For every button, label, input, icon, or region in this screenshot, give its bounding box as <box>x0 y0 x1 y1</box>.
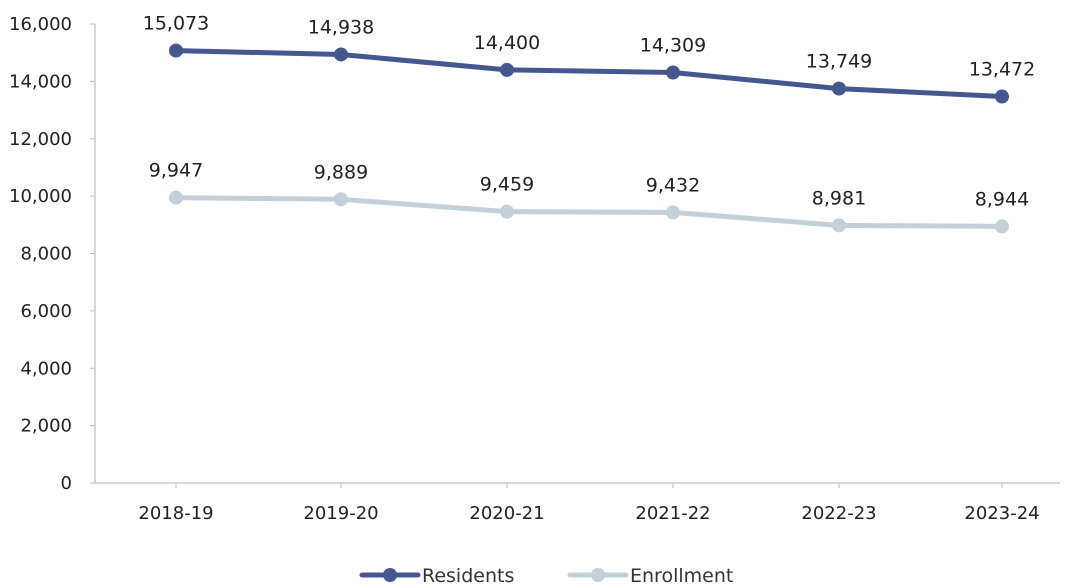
enrollment-point <box>169 190 183 205</box>
legend-item-enrollment: Enrollment <box>567 565 733 587</box>
enrollment-data-label: 9,889 <box>314 161 368 183</box>
y-tick-label: 16,000 <box>9 14 72 35</box>
legend: Residents Enrollment <box>359 565 733 587</box>
x-tick-label: 2019-20 <box>303 503 378 524</box>
y-tick-label: 6,000 <box>20 301 72 322</box>
y-tick-label: 4,000 <box>20 358 72 379</box>
enrollment-series-line <box>173 195 1005 229</box>
x-tick-label: 2018-19 <box>138 503 213 524</box>
y-tick-label: 12,000 <box>9 129 72 150</box>
enrollment-point <box>995 219 1009 234</box>
y-tick-label: 8,000 <box>20 244 72 265</box>
enrollment-data-label: 9,432 <box>646 174 700 196</box>
enrollment-point <box>500 204 514 219</box>
enrollment-point <box>334 192 348 207</box>
residents-data-label: 15,073 <box>143 13 209 35</box>
enrollment-data-label: 9,947 <box>149 160 203 182</box>
y-tick-label: 2,000 <box>20 416 72 437</box>
residents-series-line <box>173 48 1005 100</box>
enrollment-data-label: 8,944 <box>975 188 1029 210</box>
residents-data-label: 14,938 <box>308 16 374 38</box>
legend-label-enrollment: Enrollment <box>630 565 733 587</box>
legend-marker-residents <box>383 568 397 582</box>
legend-item-residents: Residents <box>359 565 514 587</box>
axes: 0 2,000 4,000 6,000 8,000 10,000 12,000 14,000 1… <box>9 14 1060 524</box>
enrollment-data-label: 8,981 <box>812 187 866 209</box>
residents-point <box>995 89 1009 104</box>
residents-point <box>832 81 846 96</box>
data-labels: 15,073 14,938 14,400 14,309 13,749 13,472 9,94… <box>143 13 1035 211</box>
y-tick-label: 0 <box>61 473 72 494</box>
residents-data-label: 13,749 <box>806 51 872 73</box>
residents-point <box>500 62 514 77</box>
residents-point <box>334 47 348 62</box>
residents-data-label: 14,400 <box>474 32 540 54</box>
enrollment-data-label: 9,459 <box>480 174 534 196</box>
legend-marker-enrollment <box>591 568 605 582</box>
enrollment-point <box>666 205 680 220</box>
x-tick-label: 2020-21 <box>469 503 544 524</box>
x-tick-label: 2021-22 <box>635 503 710 524</box>
residents-data-label: 13,472 <box>969 59 1035 81</box>
x-tick-label: 2023-24 <box>964 503 1039 524</box>
y-tick-label: 14,000 <box>9 71 72 92</box>
legend-label-residents: Residents <box>422 565 514 587</box>
residents-point <box>666 65 680 80</box>
y-tick-label: 10,000 <box>9 186 72 207</box>
residents-data-label: 14,309 <box>640 35 706 57</box>
x-tick-label: 2022-23 <box>801 503 876 524</box>
residents-point <box>169 43 183 58</box>
series-layer <box>169 43 1009 234</box>
enrollment-point <box>832 218 846 233</box>
